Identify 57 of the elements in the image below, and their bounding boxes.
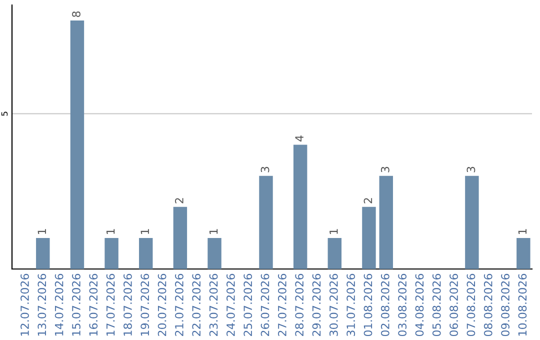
bar <box>328 238 342 269</box>
x-tick-label: 21.07.2026 <box>175 274 184 336</box>
x-tick-label: 18.07.2026 <box>124 274 132 336</box>
x-tick-label: 31.07.2026 <box>346 274 356 336</box>
data-label: 8 <box>72 11 80 17</box>
x-tick-label: 07.08.2026 <box>466 274 476 336</box>
x-tick-label: 05.08.2026 <box>432 274 441 336</box>
x-tick-label: 19.07.2026 <box>140 274 150 336</box>
x-tick-label: 25.07.2026 <box>244 274 252 336</box>
data-label: 3 <box>260 166 270 172</box>
bar <box>173 206 188 269</box>
x-tick-label: 24.07.2026 <box>226 274 235 336</box>
x-tick-label: 15.07.2026 <box>72 274 80 336</box>
bar <box>208 238 222 269</box>
bar <box>70 20 84 269</box>
x-tick-label: 17.07.2026 <box>106 274 115 336</box>
data-label: 1 <box>518 229 526 234</box>
data-label: 1 <box>330 229 338 234</box>
x-tick-label: 28.07.2026 <box>295 274 304 336</box>
bar <box>362 206 376 269</box>
data-label: 3 <box>466 166 476 172</box>
data-label: 4 <box>295 136 304 142</box>
x-tick-label: 04.08.2026 <box>415 274 424 336</box>
data-label: 2 <box>364 198 372 204</box>
x-tick-label: 12.07.2026 <box>20 274 29 336</box>
x-tick-label: 09.08.2026 <box>501 274 510 336</box>
x-tick-label: 30.07.2026 <box>329 274 338 336</box>
x-tick-label: 16.07.2026 <box>89 274 98 336</box>
data-label: 2 <box>175 198 184 204</box>
bar <box>465 176 479 269</box>
bar <box>293 144 308 269</box>
x-tick-label: 29.07.2026 <box>312 274 321 336</box>
x-tick-label: 13.07.2026 <box>38 274 46 336</box>
x-tick-label: 10.08.2026 <box>518 274 527 336</box>
data-label: 1 <box>106 229 115 234</box>
bar <box>36 238 50 269</box>
bar <box>138 238 153 269</box>
x-tick-label: 08.08.2026 <box>484 274 492 336</box>
bar <box>104 238 118 269</box>
bar <box>516 238 530 269</box>
x-tick-label: 22.07.2026 <box>192 274 201 336</box>
data-label: 1 <box>38 229 46 234</box>
x-tick-label: 23.07.2026 <box>209 274 218 336</box>
y-tick-label: 5 <box>1 112 8 116</box>
x-tick-label: 02.08.2026 <box>380 274 390 336</box>
x-tick-label: 14.07.2026 <box>54 274 64 336</box>
x-tick-label: 01.08.2026 <box>364 274 372 336</box>
bar <box>379 176 393 269</box>
x-tick-label: 06.08.2026 <box>450 274 458 336</box>
data-label: 3 <box>380 166 390 172</box>
data-label: 1 <box>140 229 149 234</box>
x-tick-label: 27.07.2026 <box>278 274 286 336</box>
bar <box>259 176 273 269</box>
x-tick-label: 03.08.2026 <box>398 274 407 336</box>
x-tick-label: 26.07.2026 <box>260 274 270 336</box>
data-label: 1 <box>209 229 218 234</box>
x-tick-label: 20.07.2026 <box>158 274 166 336</box>
